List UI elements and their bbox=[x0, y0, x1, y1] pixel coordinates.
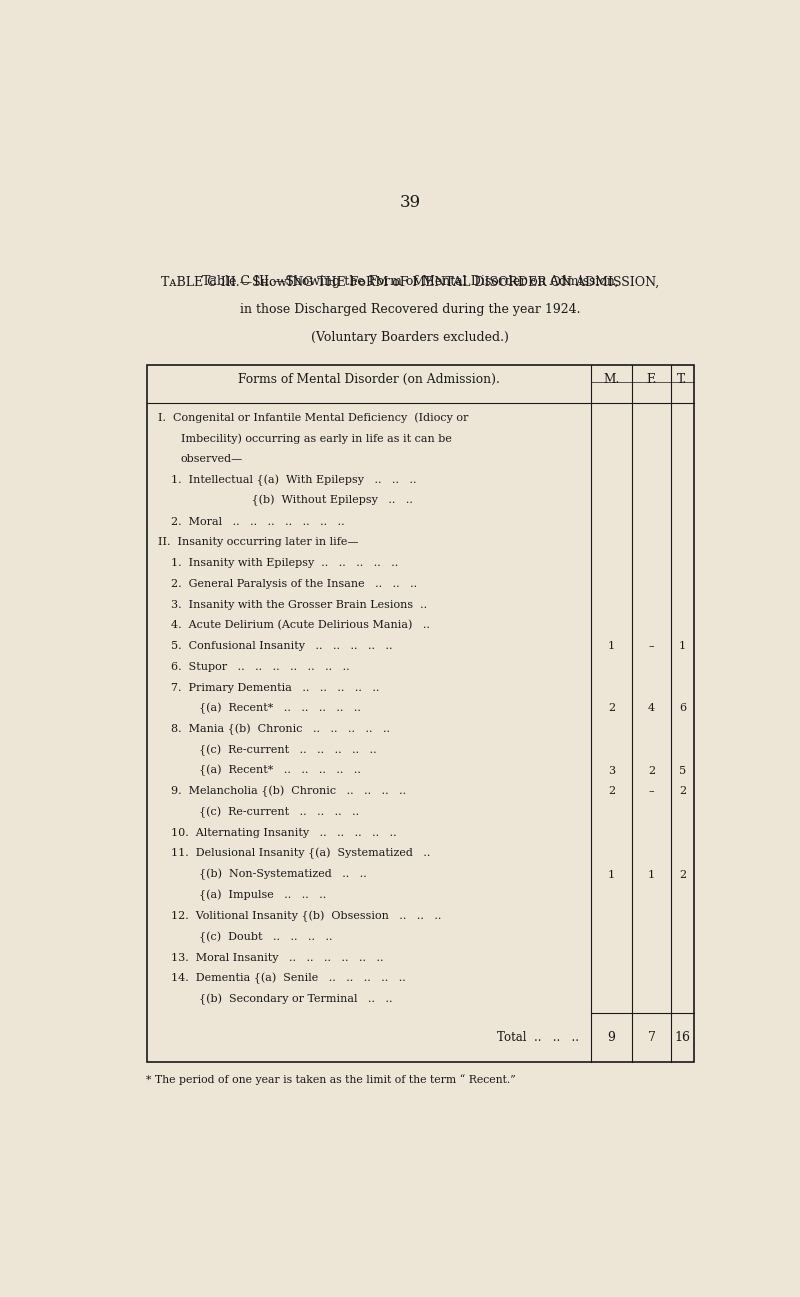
Text: 10.  Alternating Insanity   ..   ..   ..   ..   ..: 10. Alternating Insanity .. .. .. .. .. bbox=[171, 827, 397, 838]
Text: 13.  Moral Insanity   ..   ..   ..   ..   ..   ..: 13. Moral Insanity .. .. .. .. .. .. bbox=[171, 952, 384, 962]
Text: 11.  Delusional Insanity {(a)  Systematized   ..: 11. Delusional Insanity {(a) Systematize… bbox=[171, 848, 430, 860]
Text: {(a)  Impulse   ..   ..   ..: {(a) Impulse .. .. .. bbox=[171, 890, 326, 901]
Text: –: – bbox=[649, 641, 654, 651]
Text: 8.  Mania {(b)  Chronic   ..   ..   ..   ..   ..: 8. Mania {(b) Chronic .. .. .. .. .. bbox=[171, 724, 390, 735]
Text: 2.  Moral   ..   ..   ..   ..   ..   ..   ..: 2. Moral .. .. .. .. .. .. .. bbox=[171, 516, 345, 527]
Text: 1: 1 bbox=[608, 869, 615, 879]
Text: M.: M. bbox=[603, 374, 620, 387]
Text: {(c)  Doubt   ..   ..   ..   ..: {(c) Doubt .. .. .. .. bbox=[171, 931, 333, 943]
Text: {(b)  Non-Systematized   ..   ..: {(b) Non-Systematized .. .. bbox=[171, 869, 367, 881]
Text: 1: 1 bbox=[608, 641, 615, 651]
Text: 2: 2 bbox=[608, 786, 615, 796]
Text: Imbecility) occurring as early in life as it can be: Imbecility) occurring as early in life a… bbox=[181, 433, 451, 444]
Text: 9.  Melancholia {(b)  Chronic   ..   ..   ..   ..: 9. Melancholia {(b) Chronic .. .. .. .. bbox=[171, 786, 406, 798]
Text: 7.  Primary Dementia   ..   ..   ..   ..   ..: 7. Primary Dementia .. .. .. .. .. bbox=[171, 682, 380, 693]
Text: I.  Congenital or Infantile Mental Deficiency  (Idiocy or: I. Congenital or Infantile Mental Defici… bbox=[158, 412, 468, 423]
Text: 39: 39 bbox=[399, 193, 421, 210]
Text: {(b)  Without Epilepsy   ..   ..: {(b) Without Epilepsy .. .. bbox=[171, 495, 413, 506]
Text: {(a)  Recent*   ..   ..   ..   ..   ..: {(a) Recent* .. .. .. .. .. bbox=[171, 703, 361, 715]
Text: * The period of one year is taken as the limit of the term “ Recent.”: * The period of one year is taken as the… bbox=[146, 1074, 516, 1086]
Text: 2: 2 bbox=[679, 786, 686, 796]
Text: {(c)  Re-current   ..   ..   ..   ..   ..: {(c) Re-current .. .. .. .. .. bbox=[171, 744, 377, 756]
Text: –: – bbox=[649, 786, 654, 796]
Text: observed—: observed— bbox=[181, 454, 243, 464]
Text: 2: 2 bbox=[648, 765, 655, 776]
Text: {(a)  Recent*   ..   ..   ..   ..   ..: {(a) Recent* .. .. .. .. .. bbox=[171, 765, 361, 777]
Text: 6.  Stupor   ..   ..   ..   ..   ..   ..   ..: 6. Stupor .. .. .. .. .. .. .. bbox=[171, 661, 350, 672]
Text: 4: 4 bbox=[648, 703, 655, 713]
Text: 6: 6 bbox=[679, 703, 686, 713]
Text: {(c)  Re-current   ..   ..   ..   ..: {(c) Re-current .. .. .. .. bbox=[171, 807, 359, 818]
Text: 5: 5 bbox=[679, 765, 686, 776]
Text: 1.  Intellectual {(a)  With Epilepsy   ..   ..   ..: 1. Intellectual {(a) With Epilepsy .. ..… bbox=[171, 475, 417, 485]
Text: 2: 2 bbox=[608, 703, 615, 713]
Text: Forms of Mental Disorder (on Admission).: Forms of Mental Disorder (on Admission). bbox=[238, 374, 500, 387]
Text: 16: 16 bbox=[674, 1031, 690, 1044]
Text: 12.  Volitional Insanity {(b)  Obsession   ..   ..   ..: 12. Volitional Insanity {(b) Obsession .… bbox=[171, 910, 442, 922]
Text: 4.  Acute Delirium (Acute Delirious Mania)   ..: 4. Acute Delirium (Acute Delirious Mania… bbox=[171, 620, 430, 630]
Text: 2.  General Paralysis of the Insane   ..   ..   ..: 2. General Paralysis of the Insane .. ..… bbox=[171, 578, 418, 589]
Text: II.  Insanity occurring later in life—: II. Insanity occurring later in life— bbox=[158, 537, 358, 547]
Text: 2: 2 bbox=[679, 869, 686, 879]
Text: F.: F. bbox=[646, 374, 657, 387]
Text: (Voluntary Boarders excluded.): (Voluntary Boarders excluded.) bbox=[311, 332, 509, 345]
Text: Total  ..   ..   ..: Total .. .. .. bbox=[497, 1031, 578, 1044]
Text: 9: 9 bbox=[607, 1031, 615, 1044]
Text: 3: 3 bbox=[608, 765, 615, 776]
Text: 3.  Insanity with the Grosser Brain Lesions  ..: 3. Insanity with the Grosser Brain Lesio… bbox=[171, 599, 427, 610]
Text: TᴀBLE C III.—SʜᴏᴡING THE FᴏRM ᴏF MENTAL DISORDER ON ADMISSION,: TᴀBLE C III.—SʜᴏᴡING THE FᴏRM ᴏF MENTAL … bbox=[161, 275, 659, 288]
Text: Table C III.—Showing the Form of Mental Disorder on Admission,: Table C III.—Showing the Form of Mental … bbox=[202, 275, 618, 288]
Text: 7: 7 bbox=[647, 1031, 655, 1044]
Text: 1.  Insanity with Epilepsy  ..   ..   ..   ..   ..: 1. Insanity with Epilepsy .. .. .. .. .. bbox=[171, 558, 398, 568]
Text: T.: T. bbox=[678, 374, 688, 387]
Text: 5.  Confusional Insanity   ..   ..   ..   ..   ..: 5. Confusional Insanity .. .. .. .. .. bbox=[171, 641, 393, 651]
Text: 1: 1 bbox=[648, 869, 655, 879]
Text: 14.  Dementia {(a)  Senile   ..   ..   ..   ..   ..: 14. Dementia {(a) Senile .. .. .. .. .. bbox=[171, 973, 406, 984]
Text: in those Discharged Recovered during the year 1924.: in those Discharged Recovered during the… bbox=[240, 303, 580, 316]
Text: 1: 1 bbox=[679, 641, 686, 651]
Text: {(b)  Secondary or Terminal   ..   ..: {(b) Secondary or Terminal .. .. bbox=[171, 994, 393, 1005]
